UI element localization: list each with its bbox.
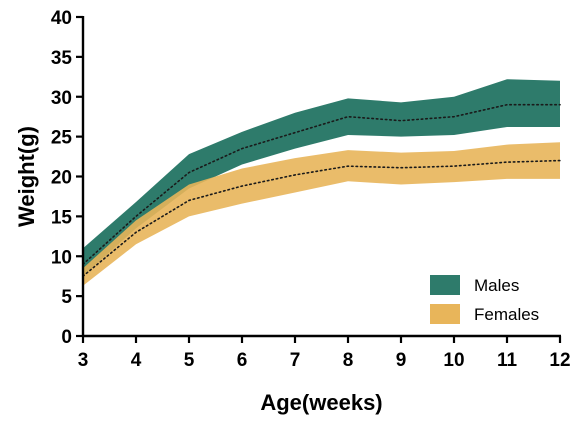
x-tick-labels: 3 4 5 6 7 8 9 10 11 12 [78, 350, 571, 371]
legend-label: Males [474, 276, 519, 295]
y-axis-label: Weight(g) [14, 126, 39, 227]
series-mean-lines [82, 103, 561, 277]
x-tick-label: 7 [290, 350, 301, 371]
legend: Males Females [430, 275, 539, 324]
x-tick-label: 5 [184, 350, 195, 371]
mean-line-females [82, 159, 561, 277]
x-tick-label: 10 [443, 350, 464, 371]
y-tick-label: 15 [51, 207, 73, 228]
x-tick-label: 11 [497, 350, 518, 371]
legend-label: Females [474, 305, 539, 324]
y-tick-label: 25 [51, 128, 73, 149]
x-tick-label: 6 [237, 350, 248, 371]
y-tick-label: 35 [51, 48, 73, 69]
x-tick-label: 3 [78, 350, 89, 371]
y-tick-label: 0 [61, 327, 72, 348]
y-tick-label: 30 [51, 88, 72, 109]
y-tick-label: 20 [51, 168, 72, 189]
y-tick-label: 5 [61, 287, 72, 308]
mean-line-males [82, 103, 561, 266]
legend-swatch [430, 275, 460, 295]
legend-item-females: Females [430, 304, 539, 324]
band-males [83, 79, 560, 277]
x-tick-label: 12 [549, 350, 570, 371]
legend-item-males: Males [430, 275, 519, 295]
axes [76, 15, 562, 343]
y-tick-label: 40 [51, 8, 72, 29]
band-females [83, 142, 560, 286]
x-tick-label: 8 [343, 350, 354, 371]
x-tick-label: 4 [131, 350, 142, 371]
y-tick-labels: 0 5 10 15 20 25 30 35 40 [51, 8, 73, 348]
x-tick-label: 9 [396, 350, 407, 371]
x-axis-label: Age(weeks) [260, 390, 382, 415]
legend-swatch [430, 304, 460, 324]
series-bands [83, 79, 560, 286]
y-tick-label: 10 [51, 247, 72, 268]
